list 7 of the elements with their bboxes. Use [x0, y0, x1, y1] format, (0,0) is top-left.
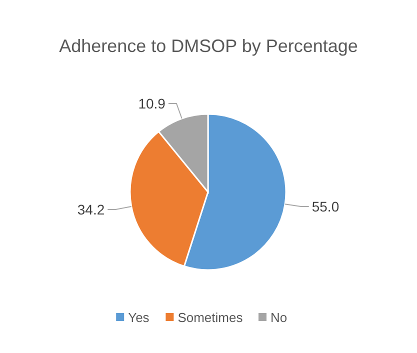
data-label: 34.2 [77, 201, 105, 218]
data-label: 10.9 [138, 95, 166, 112]
legend-label: No [270, 310, 288, 325]
chart-title: Adherence to DMSOP by Percentage [59, 36, 358, 56]
legend-label: Yes [128, 310, 150, 325]
data-label: 55.0 [312, 198, 340, 215]
legend-label: Sometimes [178, 310, 244, 325]
